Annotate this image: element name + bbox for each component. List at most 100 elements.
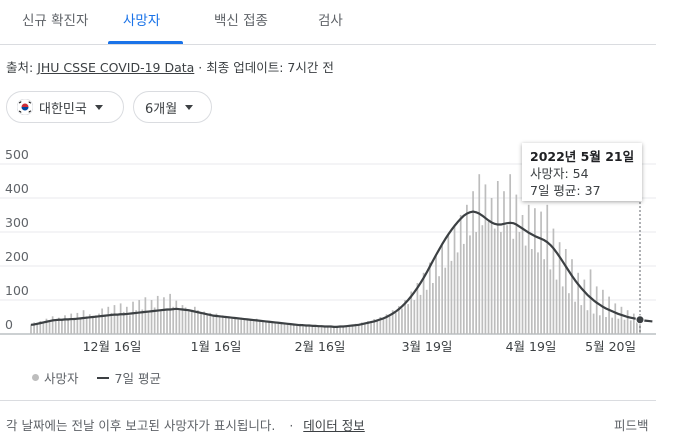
bar — [564, 249, 567, 334]
x-tick-label: 2월 16일 — [295, 339, 346, 354]
bar — [231, 318, 233, 334]
tooltip-average: 7일 평균: 37 — [530, 183, 601, 198]
bar — [620, 306, 623, 334]
bar — [268, 321, 270, 334]
bar — [88, 314, 91, 334]
bar — [113, 305, 116, 334]
bar — [311, 324, 314, 334]
bar — [342, 325, 345, 334]
country-dropdown[interactable]: 대한민국 — [6, 91, 124, 123]
bar — [48, 320, 51, 334]
bar — [602, 289, 604, 334]
bar — [184, 307, 187, 334]
bar — [70, 313, 73, 334]
y-tick-label: 400 — [5, 181, 29, 196]
x-tick-label: 1월 16일 — [191, 339, 242, 354]
bar — [209, 312, 212, 334]
tab-bar: 신규 확진자 사망자 백신 접종 검사 — [0, 0, 656, 45]
bar — [212, 316, 215, 334]
bar — [450, 260, 453, 334]
tab-vaccinations[interactable]: 백신 접종 — [214, 13, 268, 29]
bar — [419, 294, 422, 334]
bar — [156, 295, 159, 334]
footer-separator: · — [289, 418, 294, 433]
bar — [119, 303, 122, 334]
bar — [410, 291, 413, 334]
bar — [614, 303, 617, 334]
tab-tests[interactable]: 검사 — [318, 13, 343, 29]
bar — [500, 232, 502, 334]
bar — [534, 208, 536, 334]
bar — [432, 283, 434, 334]
tooltip-date: 2022년 5월 21일 — [530, 149, 635, 164]
bar — [466, 204, 468, 334]
bar — [178, 310, 181, 334]
bar — [228, 316, 230, 334]
bar — [398, 306, 400, 334]
chart-tooltip: 2022년 5월 21일 사망자: 54 7일 평균: 37 — [522, 143, 642, 201]
bar — [413, 300, 416, 334]
bar — [200, 313, 202, 334]
bar — [308, 325, 311, 334]
period-dropdown[interactable]: 6개월 — [133, 91, 212, 123]
bar — [54, 321, 57, 334]
bar — [382, 318, 385, 334]
y-tick-label: 100 — [5, 283, 29, 298]
bar — [617, 318, 620, 334]
bar — [234, 317, 236, 334]
bar — [404, 300, 406, 334]
bar — [481, 225, 484, 334]
bar — [391, 310, 394, 334]
bar — [496, 181, 499, 334]
bar — [299, 323, 301, 334]
bar — [462, 243, 465, 334]
south-korea-flag-icon — [17, 99, 33, 115]
tab-new-cases[interactable]: 신규 확진자 — [22, 13, 89, 29]
bar — [76, 312, 79, 334]
bar — [135, 310, 137, 334]
bar — [574, 301, 576, 334]
bar — [42, 323, 45, 334]
bar — [370, 322, 372, 334]
bar — [215, 313, 218, 334]
bar — [172, 306, 175, 334]
bar — [475, 232, 478, 334]
bar — [101, 308, 103, 334]
bar — [258, 321, 261, 334]
bar — [527, 204, 530, 334]
tooltip-deaths: 사망자: 54 — [530, 166, 589, 181]
bar — [330, 325, 332, 334]
bar — [373, 319, 375, 334]
bar — [153, 307, 156, 334]
source-link[interactable]: JHU CSSE COVID-19 Data — [37, 60, 195, 75]
bar — [246, 320, 249, 334]
bar — [422, 272, 425, 334]
chevron-down-icon — [94, 104, 103, 110]
bar — [305, 324, 307, 334]
bar — [302, 325, 304, 334]
bar — [45, 318, 48, 334]
bar — [469, 235, 471, 334]
deaths-chart[interactable]: 0 100 200 300 400 500 12월 16일 1월 16일 2월 16일 3월 1… — [0, 140, 697, 365]
bar — [552, 228, 555, 334]
bar — [51, 316, 54, 334]
data-info-link[interactable]: 데이터 정보 — [303, 418, 365, 433]
chart-bars — [30, 174, 641, 334]
bar — [280, 322, 283, 334]
bar — [586, 310, 589, 334]
bar — [67, 319, 69, 334]
bar — [166, 308, 168, 334]
bar — [416, 283, 419, 334]
bar — [530, 249, 533, 334]
source-prefix: 출처: — [6, 60, 38, 75]
footer-divider — [0, 400, 656, 401]
bar — [379, 317, 382, 334]
bar — [237, 319, 239, 334]
legend-deaths: 사망자 — [44, 371, 79, 386]
feedback-link[interactable]: 피드백 — [614, 418, 649, 433]
tab-deaths[interactable]: 사망자 — [123, 13, 161, 29]
bar — [147, 311, 150, 334]
bar — [537, 252, 539, 334]
bar — [478, 174, 481, 334]
bar — [289, 324, 292, 334]
